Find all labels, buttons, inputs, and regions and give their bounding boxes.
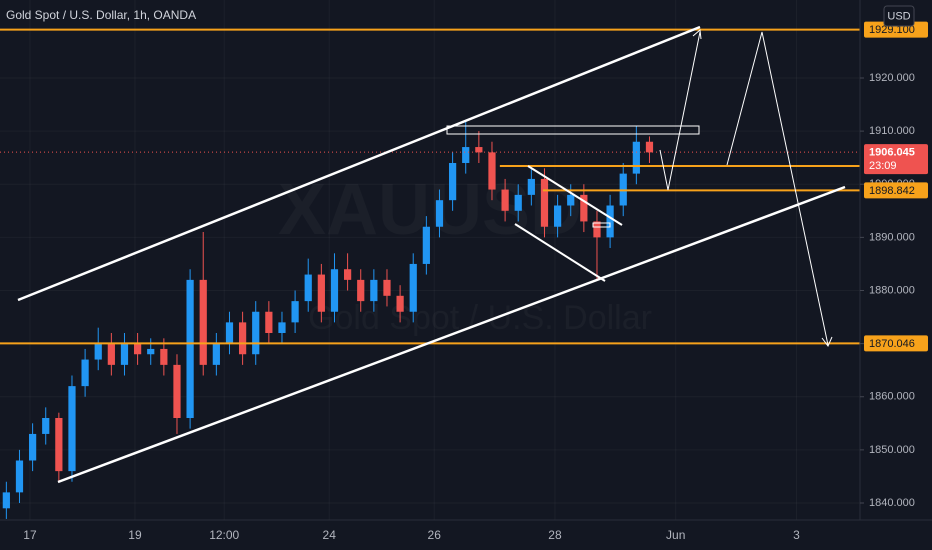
candle-body	[514, 194, 522, 211]
candle-body	[593, 221, 601, 238]
candle-body	[343, 269, 352, 280]
last-price-label: 1906.045	[869, 147, 915, 159]
drawings	[17, 25, 846, 484]
price-axis	[860, 0, 932, 550]
resistance-box	[446, 125, 700, 135]
candle-body	[304, 274, 312, 302]
grid	[0, 0, 860, 520]
candle-body	[632, 141, 640, 174]
time-axis	[0, 520, 932, 550]
candle-body	[448, 162, 457, 201]
candle-body	[580, 194, 588, 222]
candle-body	[265, 311, 273, 333]
candle-body	[488, 152, 496, 190]
y-tick-label: 1890.000	[869, 231, 915, 243]
candle-body	[238, 322, 247, 355]
currency-button[interactable]	[883, 5, 915, 27]
x-tick-label: Jun	[666, 528, 685, 542]
price-tag-label: 1870.046	[869, 338, 915, 350]
candle-body	[291, 301, 299, 323]
y-tick-label: 1860.000	[869, 391, 915, 403]
candles	[2, 120, 654, 519]
candle-body	[28, 433, 37, 461]
projection-path-1	[659, 31, 701, 191]
candle-body	[422, 226, 430, 264]
candle-body	[462, 147, 470, 163]
candle-body	[330, 269, 339, 312]
candle-body	[2, 492, 10, 509]
axis-labels: 1840.0001850.0001860.0001870.0001880.000…	[23, 72, 915, 542]
candle-body	[645, 141, 654, 153]
chart-title: Gold Spot / U.S. Dollar, 1h, OANDA	[6, 8, 196, 22]
candle-body	[357, 279, 365, 302]
candle-body	[409, 263, 417, 312]
candle-body	[15, 460, 24, 493]
channel-lower	[57, 185, 846, 484]
candle-body	[133, 343, 142, 355]
candle-body	[199, 279, 207, 365]
countdown-label: 23:09	[869, 160, 897, 172]
projection-path-2	[726, 31, 829, 346]
candle-body	[527, 178, 535, 195]
candle-body	[370, 279, 378, 302]
candle-body	[212, 343, 220, 365]
y-tick-label: 1840.000	[869, 497, 915, 509]
candle-body	[317, 274, 325, 312]
x-tick-label: 28	[548, 528, 562, 542]
candle-body	[42, 417, 50, 434]
candle-body	[186, 279, 194, 418]
x-tick-label: 26	[428, 528, 442, 542]
last-price-tag	[864, 144, 928, 175]
candle-body	[252, 311, 260, 355]
watermark-description: Gold Spot / U.S. Dollar	[308, 299, 652, 337]
candle-body	[120, 343, 129, 365]
candle-body	[567, 194, 575, 206]
candle-body	[383, 279, 391, 296]
channel-upper	[17, 25, 701, 302]
price-tag	[864, 335, 928, 352]
price-tag-label: 1898.842	[869, 185, 915, 197]
currency-label[interactable]: USD	[887, 10, 910, 22]
candle-body	[540, 178, 549, 227]
x-tick-label: 24	[323, 528, 337, 542]
candle-body	[107, 343, 115, 365]
candle-body	[501, 189, 509, 211]
x-tick-label: 19	[128, 528, 142, 542]
candle-body	[606, 205, 614, 238]
y-tick-label: 1920.000	[869, 72, 915, 84]
candle-body	[553, 205, 562, 227]
candle-body	[396, 295, 404, 312]
arrow-head-2	[821, 336, 833, 347]
x-tick-label: 12:00	[209, 528, 239, 542]
price-tag-label: 1929.100	[869, 24, 915, 36]
candle-body	[68, 386, 76, 472]
y-tick-label: 1910.000	[869, 125, 915, 137]
price-tag	[864, 182, 928, 199]
wedge-upper	[527, 165, 623, 226]
x-tick-label: 3	[793, 528, 800, 542]
candle-body	[173, 364, 181, 418]
candle-body	[160, 348, 168, 365]
candle-body	[55, 417, 63, 472]
candle-body	[225, 322, 234, 344]
candle-body	[81, 359, 89, 387]
arrow-head-1	[692, 29, 702, 40]
candle-body	[435, 200, 444, 227]
candle-body	[475, 147, 483, 153]
candle-body	[94, 343, 102, 360]
y-tick-label: 1850.000	[869, 444, 915, 456]
wedge-lower	[514, 223, 606, 282]
small-box	[592, 222, 611, 228]
y-tick-label: 1880.000	[869, 284, 915, 296]
candle-body	[278, 322, 286, 333]
x-tick-label: 17	[23, 528, 37, 542]
candle-body	[147, 348, 155, 355]
